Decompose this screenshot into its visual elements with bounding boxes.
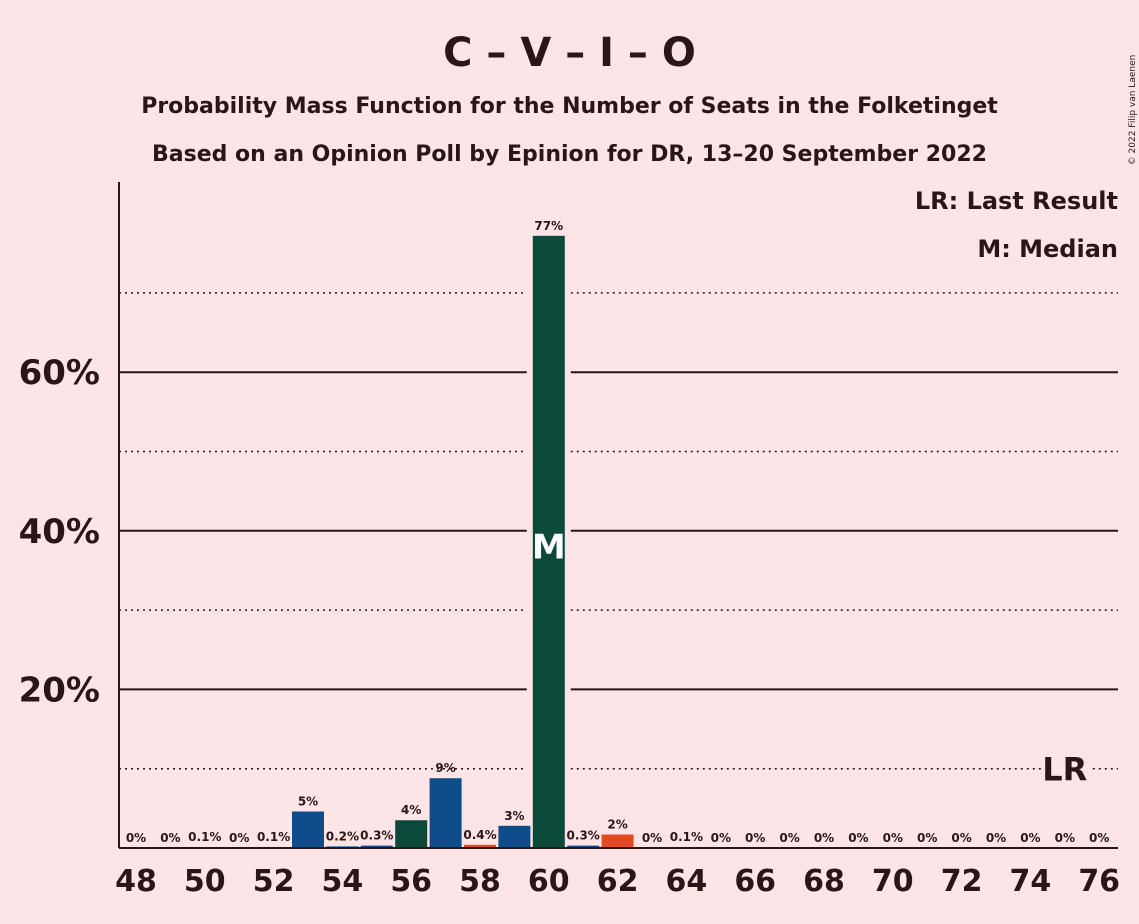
bar-label-seat-72: 0% bbox=[951, 831, 971, 845]
bar-label-seat-53: 5% bbox=[298, 795, 318, 809]
bar-label-seat-63: 0% bbox=[642, 831, 662, 845]
last-result-marker: LR bbox=[1042, 751, 1087, 789]
copyright-notice: © 2022 Filip van Laenen bbox=[1128, 55, 1138, 166]
bar-label-seat-65: 0% bbox=[711, 831, 731, 845]
bar-seat-58 bbox=[464, 844, 496, 848]
bar-label-seat-57: 9% bbox=[435, 761, 455, 775]
bar-label-seat-59: 3% bbox=[504, 809, 524, 823]
x-tick-labels: 48 50 52 54 56 58 60 62 64 66 68 70 72 74 76 bbox=[115, 864, 1120, 899]
bar-label-seat-49: 0% bbox=[160, 831, 180, 845]
y-tick-label: 40% bbox=[19, 512, 100, 552]
bar-seat-59 bbox=[498, 825, 531, 848]
x-tick-label: 58 bbox=[459, 864, 501, 899]
x-tick-label: 56 bbox=[390, 864, 432, 899]
chart-subtitle-line-2: Based on an Opinion Poll by Epinion for … bbox=[152, 142, 987, 167]
legend-last-result: LR: Last Result bbox=[915, 187, 1118, 215]
bar-label-seat-69: 0% bbox=[848, 831, 868, 845]
bar-label-seat-71: 0% bbox=[917, 831, 937, 845]
y-tick-label: 60% bbox=[19, 353, 100, 393]
x-tick-label: 66 bbox=[734, 864, 776, 899]
bar-label-seat-60: 77% bbox=[534, 219, 563, 233]
bar-label-seat-58: 0.4% bbox=[463, 828, 496, 842]
x-tick-label: 70 bbox=[872, 864, 914, 899]
bar-seat-61 bbox=[567, 845, 600, 848]
x-tick-label: 50 bbox=[184, 864, 226, 899]
y-tick-label: 20% bbox=[19, 670, 100, 710]
bar-label-seat-75: 0% bbox=[1055, 831, 1075, 845]
bar-label-seat-66: 0% bbox=[745, 831, 765, 845]
x-tick-label: 68 bbox=[803, 864, 845, 899]
bar-seat-62 bbox=[601, 834, 634, 848]
bar-label-seat-51: 0% bbox=[229, 831, 249, 845]
bar-label-seat-73: 0% bbox=[986, 831, 1006, 845]
x-tick-label: 62 bbox=[597, 864, 639, 899]
bar-label-seat-54: 0.2% bbox=[326, 829, 359, 843]
bar-label-seat-76: 0% bbox=[1089, 831, 1109, 845]
bar-seat-60 bbox=[532, 235, 565, 848]
bar-label-seat-62: 2% bbox=[607, 818, 627, 832]
bar-label-seat-67: 0% bbox=[779, 831, 799, 845]
bar-label-seat-55: 0.3% bbox=[360, 829, 393, 843]
bar-label-seat-52: 0.1% bbox=[257, 830, 290, 844]
x-tick-label: 72 bbox=[941, 864, 983, 899]
x-tick-label: 60 bbox=[528, 864, 570, 899]
bar-label-seat-74: 0% bbox=[1020, 831, 1040, 845]
bar-labels: 0% 0% 0.1% 0% 0.1%5%0.2% 0.3%4%9%0.4%3%77%0.3… bbox=[126, 219, 1110, 845]
chart-subtitle-line-1: Probability Mass Function for the Number… bbox=[141, 94, 998, 119]
bar-label-seat-50: 0.1% bbox=[188, 830, 221, 844]
markers: M LR bbox=[532, 528, 1087, 789]
axes bbox=[118, 182, 1118, 849]
bar-label-seat-68: 0% bbox=[814, 831, 834, 845]
x-tick-label: 54 bbox=[322, 864, 364, 899]
bar-seat-53 bbox=[292, 811, 324, 848]
x-tick-label: 74 bbox=[1010, 864, 1052, 899]
bar-seat-55 bbox=[360, 845, 393, 848]
gridlines bbox=[119, 292, 1118, 770]
legend-median: M: Median bbox=[977, 235, 1118, 263]
bar-label-seat-64: 0.1% bbox=[670, 830, 703, 844]
x-tick-label: 48 bbox=[115, 864, 157, 899]
bar-label-seat-61: 0.3% bbox=[567, 829, 600, 843]
bar-label-seat-48: 0% bbox=[126, 831, 146, 845]
median-marker: M bbox=[532, 528, 566, 568]
bars bbox=[188, 235, 703, 848]
bar-label-seat-70: 0% bbox=[883, 831, 903, 845]
y-tick-labels: 20% 40% 60% bbox=[19, 353, 100, 710]
bar-seat-57 bbox=[429, 778, 462, 848]
x-tick-label: 76 bbox=[1078, 864, 1120, 899]
bar-label-seat-56: 4% bbox=[401, 803, 421, 817]
bar-seat-56 bbox=[395, 820, 428, 848]
x-tick-label: 64 bbox=[666, 864, 708, 899]
chart-title: C – V – I – O bbox=[443, 30, 696, 76]
x-tick-label: 52 bbox=[253, 864, 295, 899]
